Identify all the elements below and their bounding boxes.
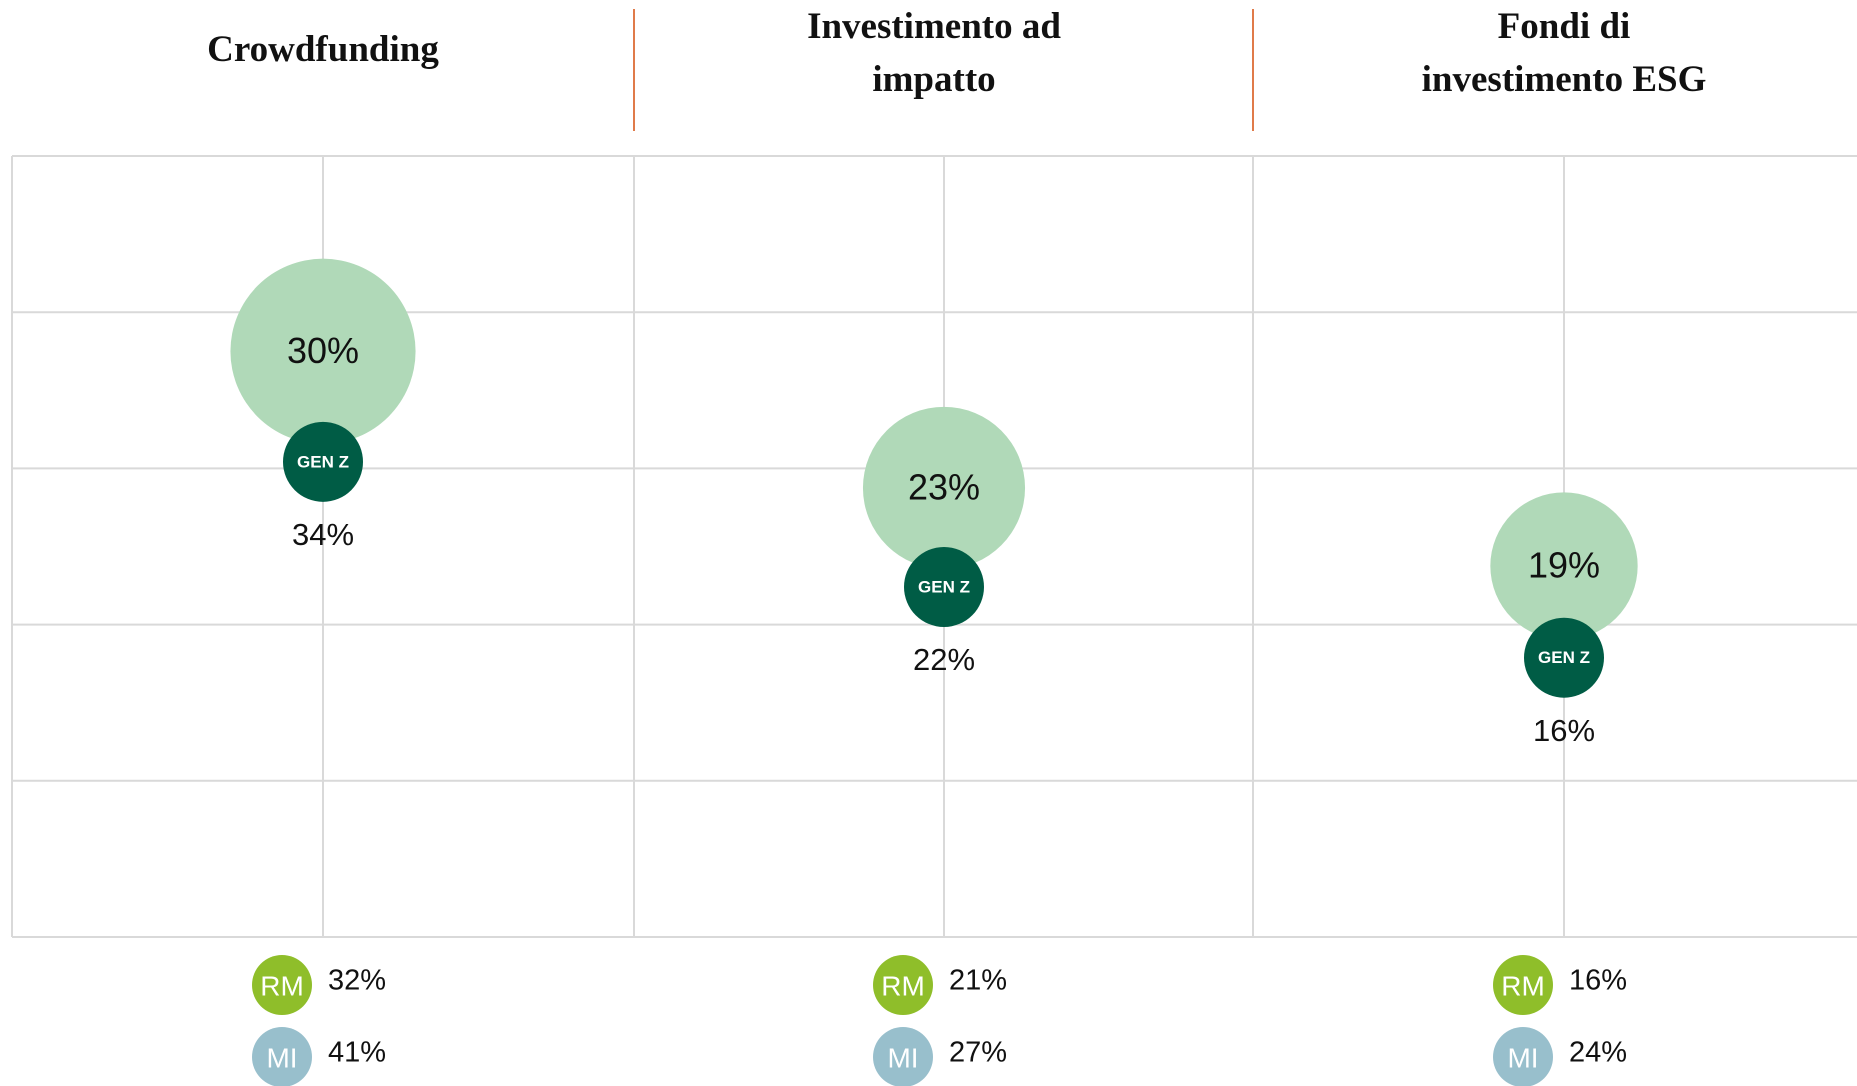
series-badge bbox=[873, 955, 933, 1015]
bubble bbox=[230, 258, 416, 444]
bubble-label: 23% bbox=[908, 466, 980, 507]
genz-value: 22% bbox=[913, 642, 975, 677]
series-badge-text: MI bbox=[887, 1042, 918, 1073]
series-badge bbox=[873, 1027, 933, 1086]
genz-badge-text: GEN Z bbox=[297, 452, 349, 471]
genz-badge bbox=[1524, 617, 1604, 698]
series-badge bbox=[252, 1027, 312, 1086]
series-badge-text: RM bbox=[260, 970, 304, 1001]
series-badge-text: MI bbox=[1507, 1042, 1538, 1073]
column-lines bbox=[11, 156, 1565, 937]
series-value: 24% bbox=[1569, 1037, 1627, 1069]
genz-badge-text: GEN Z bbox=[918, 577, 970, 596]
genz-value: 34% bbox=[292, 517, 354, 552]
column-header: Investimento ad impatto bbox=[807, 6, 1061, 100]
series-badge-text: RM bbox=[1501, 970, 1545, 1001]
genz-badge bbox=[283, 421, 363, 502]
series-badge bbox=[1493, 1027, 1553, 1086]
series-badge bbox=[1493, 955, 1553, 1015]
bubble-label: 30% bbox=[287, 330, 359, 371]
series-value: 41% bbox=[328, 1037, 386, 1069]
bubble bbox=[862, 406, 1026, 569]
column-header: Fondi di investimento ESG bbox=[1421, 6, 1707, 100]
series-value: 32% bbox=[328, 965, 386, 997]
series-value: 16% bbox=[1569, 965, 1627, 997]
series-value: 27% bbox=[949, 1037, 1007, 1069]
series-badge-text: RM bbox=[881, 970, 925, 1001]
bubble bbox=[1490, 492, 1638, 640]
bubble-label: 19% bbox=[1528, 545, 1600, 586]
column-header: Crowdfunding bbox=[207, 29, 439, 70]
series-value: 21% bbox=[949, 965, 1007, 997]
genz-badge bbox=[904, 546, 984, 627]
genz-value: 16% bbox=[1533, 713, 1595, 748]
genz-badge-text: GEN Z bbox=[1538, 648, 1590, 667]
series-badge bbox=[252, 955, 312, 1015]
series-badge-text: MI bbox=[266, 1042, 297, 1073]
